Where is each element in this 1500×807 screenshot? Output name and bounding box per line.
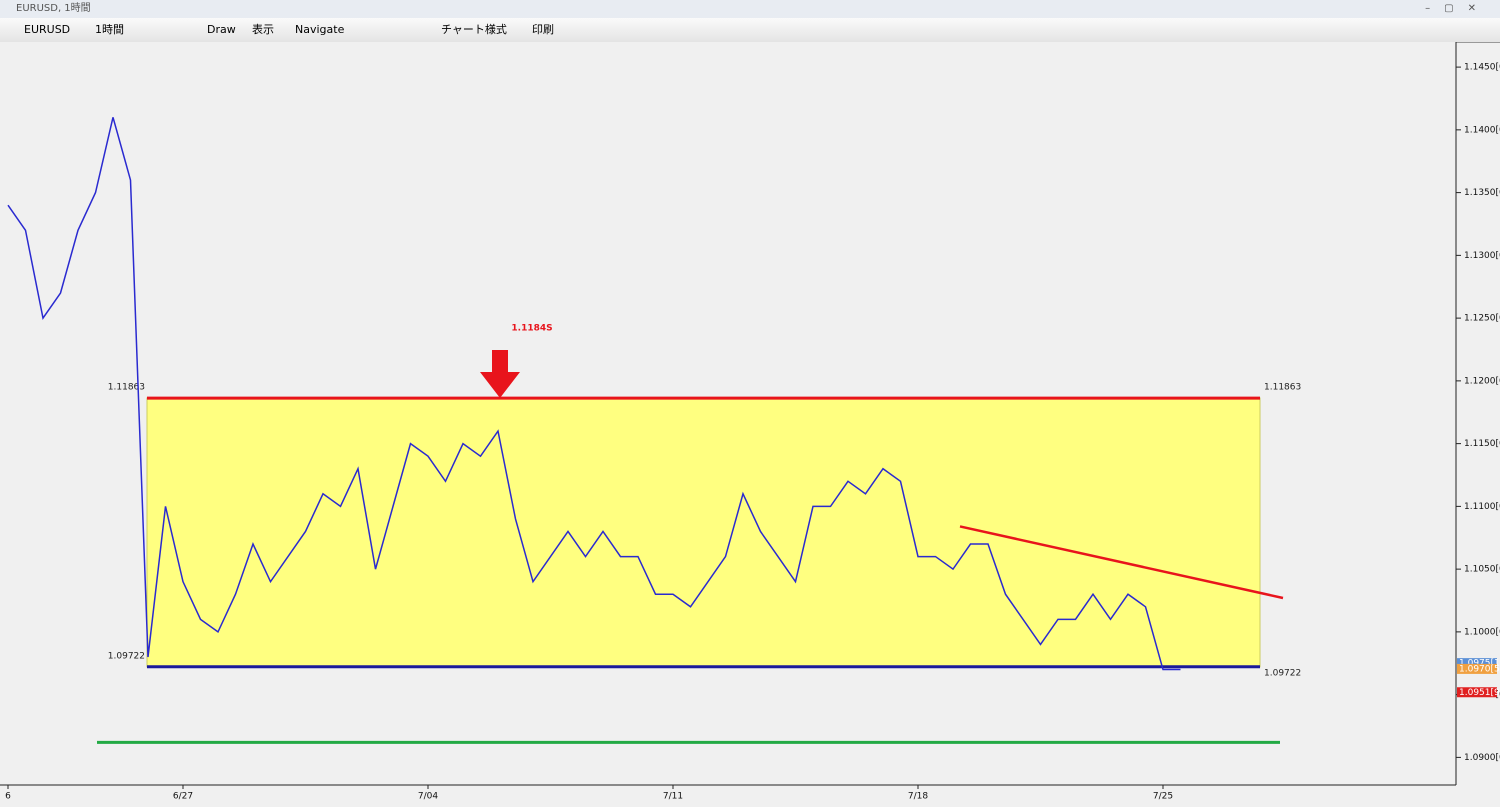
price-tag-label: 1.0970[5] xyxy=(1459,664,1500,674)
y-tick-label: 1.1250[0] xyxy=(1464,314,1500,324)
price-tag-label: 1.0951[9] xyxy=(1459,688,1500,698)
view-menu[interactable]: 表示 xyxy=(252,23,274,36)
x-tick-label: 7/18 xyxy=(908,792,928,802)
price-tag xyxy=(1457,658,1497,669)
y-tick-label: 1.1150[0] xyxy=(1464,439,1500,449)
x-tick-label: 6/27 xyxy=(173,792,193,802)
x-tick-label: 7/04 xyxy=(418,792,438,802)
price-line xyxy=(7,117,1181,671)
x-tick-label: 7/25 xyxy=(1153,792,1173,802)
y-tick-label: 1.1400[0] xyxy=(1464,125,1500,135)
chart: 1.0900[0]1.0950[0]1.1000[0]1.1050[0]1.11… xyxy=(0,42,1500,802)
window-controls[interactable]: –▢✕ xyxy=(1425,3,1490,14)
navigate-menu[interactable]: Navigate xyxy=(295,23,345,36)
x-tick-label: 6 xyxy=(5,792,11,802)
y-tick-label: 1.1000[0] xyxy=(1464,627,1500,637)
draw-menu[interactable]: Draw xyxy=(207,23,236,36)
level-label: 1.11863 xyxy=(1264,383,1301,393)
price-tag-label: 1.0975[1] xyxy=(1459,659,1500,669)
y-tick-label: 1.1100[0] xyxy=(1464,502,1500,512)
title-bar: EURUSD, 1時間 –▢✕ xyxy=(0,0,1500,18)
level-label: 1.09722 xyxy=(108,651,145,661)
print-menu[interactable]: 印刷 xyxy=(532,23,554,36)
annotation-text: 1.1184S xyxy=(511,324,552,334)
toolbar: EURUSD 1時間 Draw 表示 Navigate チャート様式 印刷 xyxy=(0,18,1500,43)
y-tick-label: 1.1050[0] xyxy=(1464,565,1500,575)
symbol-select[interactable]: EURUSD xyxy=(24,23,71,36)
level-label: 1.09722 xyxy=(1264,668,1301,678)
timeframe-select[interactable]: 1時間 xyxy=(95,23,124,36)
y-tick-label: 1.0900[0] xyxy=(1464,753,1500,763)
window-title: EURUSD, 1時間 xyxy=(16,3,91,14)
range-box xyxy=(146,397,1261,668)
y-tick-label: 1.1350[0] xyxy=(1464,188,1500,198)
annotation-arrow xyxy=(480,350,520,398)
trendline xyxy=(959,525,1284,600)
price-tag xyxy=(1457,663,1497,674)
chart-style-menu[interactable]: チャート様式 xyxy=(441,23,507,36)
y-tick-label: 1.1300[0] xyxy=(1464,251,1500,261)
price-tag xyxy=(1457,687,1497,698)
y-tick-label: 1.1200[0] xyxy=(1464,376,1500,386)
y-tick-label: 1.1450[0] xyxy=(1464,63,1500,73)
x-tick-label: 7/11 xyxy=(663,792,683,802)
level-label: 1.11863 xyxy=(108,383,145,393)
